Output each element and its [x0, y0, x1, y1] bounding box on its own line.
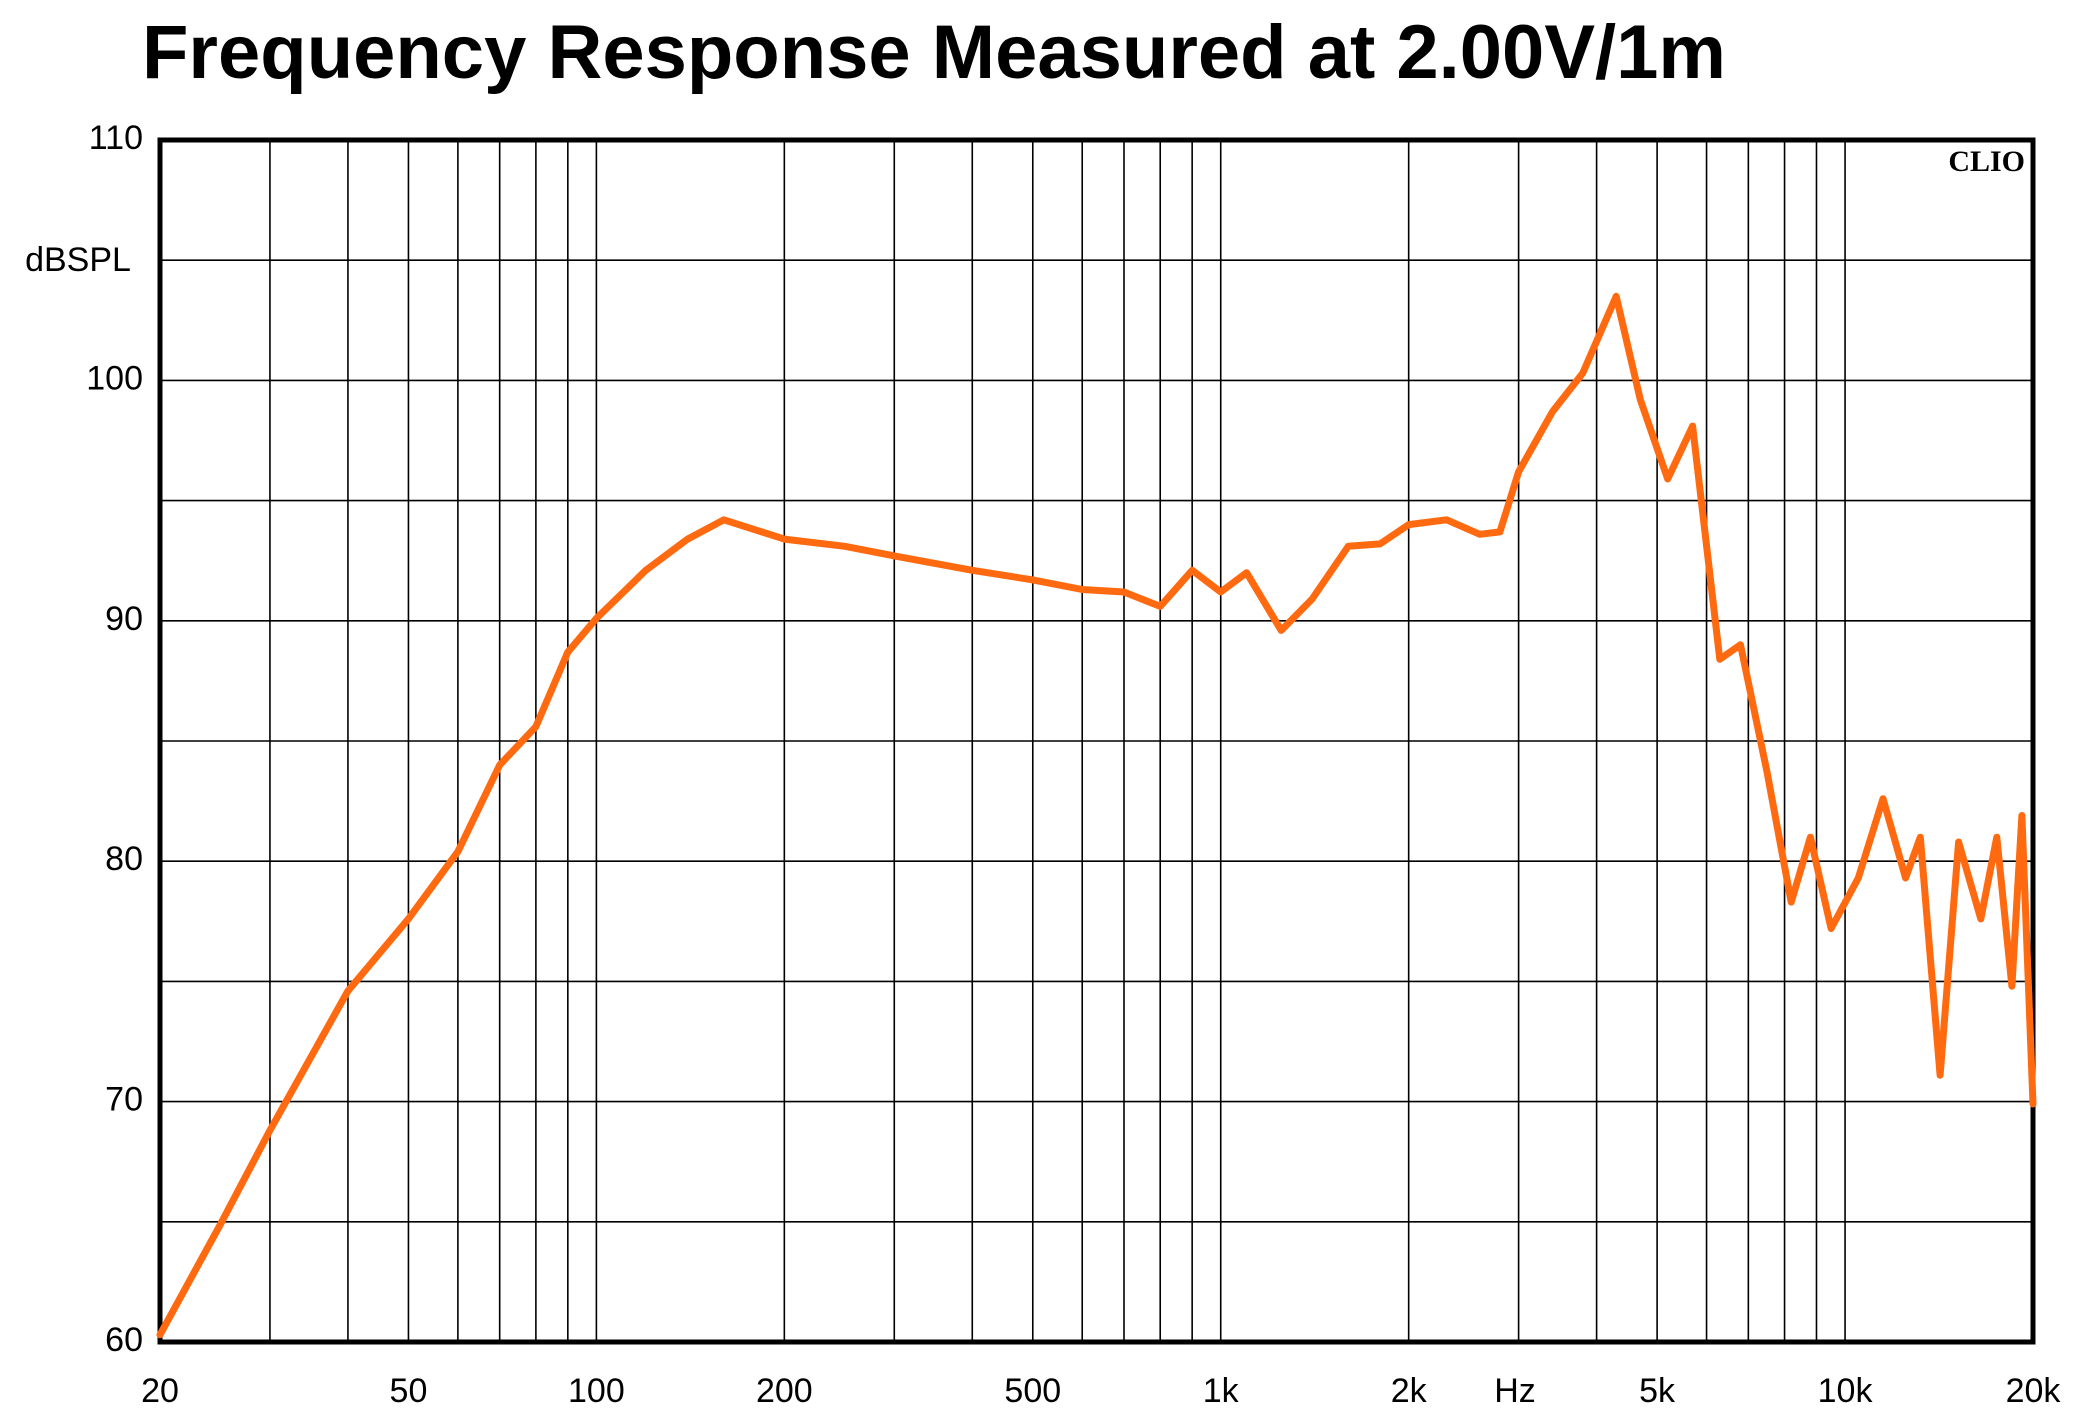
y-tick-label: 70 [105, 1081, 143, 1119]
y-tick-label: 110 [89, 119, 143, 157]
x-tick-label: 10k [1818, 1372, 1874, 1410]
y-tick-label: 90 [105, 600, 143, 638]
y-tick-label: 100 [86, 359, 143, 397]
x-tick-label: 1k [1203, 1372, 1240, 1410]
x-tick-label: 50 [390, 1372, 428, 1410]
x-tick-label: 500 [1004, 1372, 1061, 1410]
y-tick-label: 80 [105, 840, 143, 878]
x-tick-label: 5k [1639, 1372, 1676, 1410]
chart-title: Frequency Response Measured at 2.00V/1m [142, 10, 1726, 95]
x-tick-label: 20 [141, 1372, 179, 1410]
y-axis-label: dBSPL [25, 241, 131, 279]
x-unit-label: Hz [1494, 1372, 1536, 1410]
x-tick-label: 200 [756, 1372, 813, 1410]
x-tick-label: 100 [568, 1372, 625, 1410]
plot-frame [157, 137, 2036, 1345]
y-tick-label: 60 [105, 1321, 143, 1359]
x-tick-label: 2k [1391, 1372, 1428, 1410]
x-tick-label: 20k [2006, 1372, 2062, 1410]
response-line [156, 292, 2037, 1339]
clio-annotation: CLIO [1948, 145, 2025, 178]
